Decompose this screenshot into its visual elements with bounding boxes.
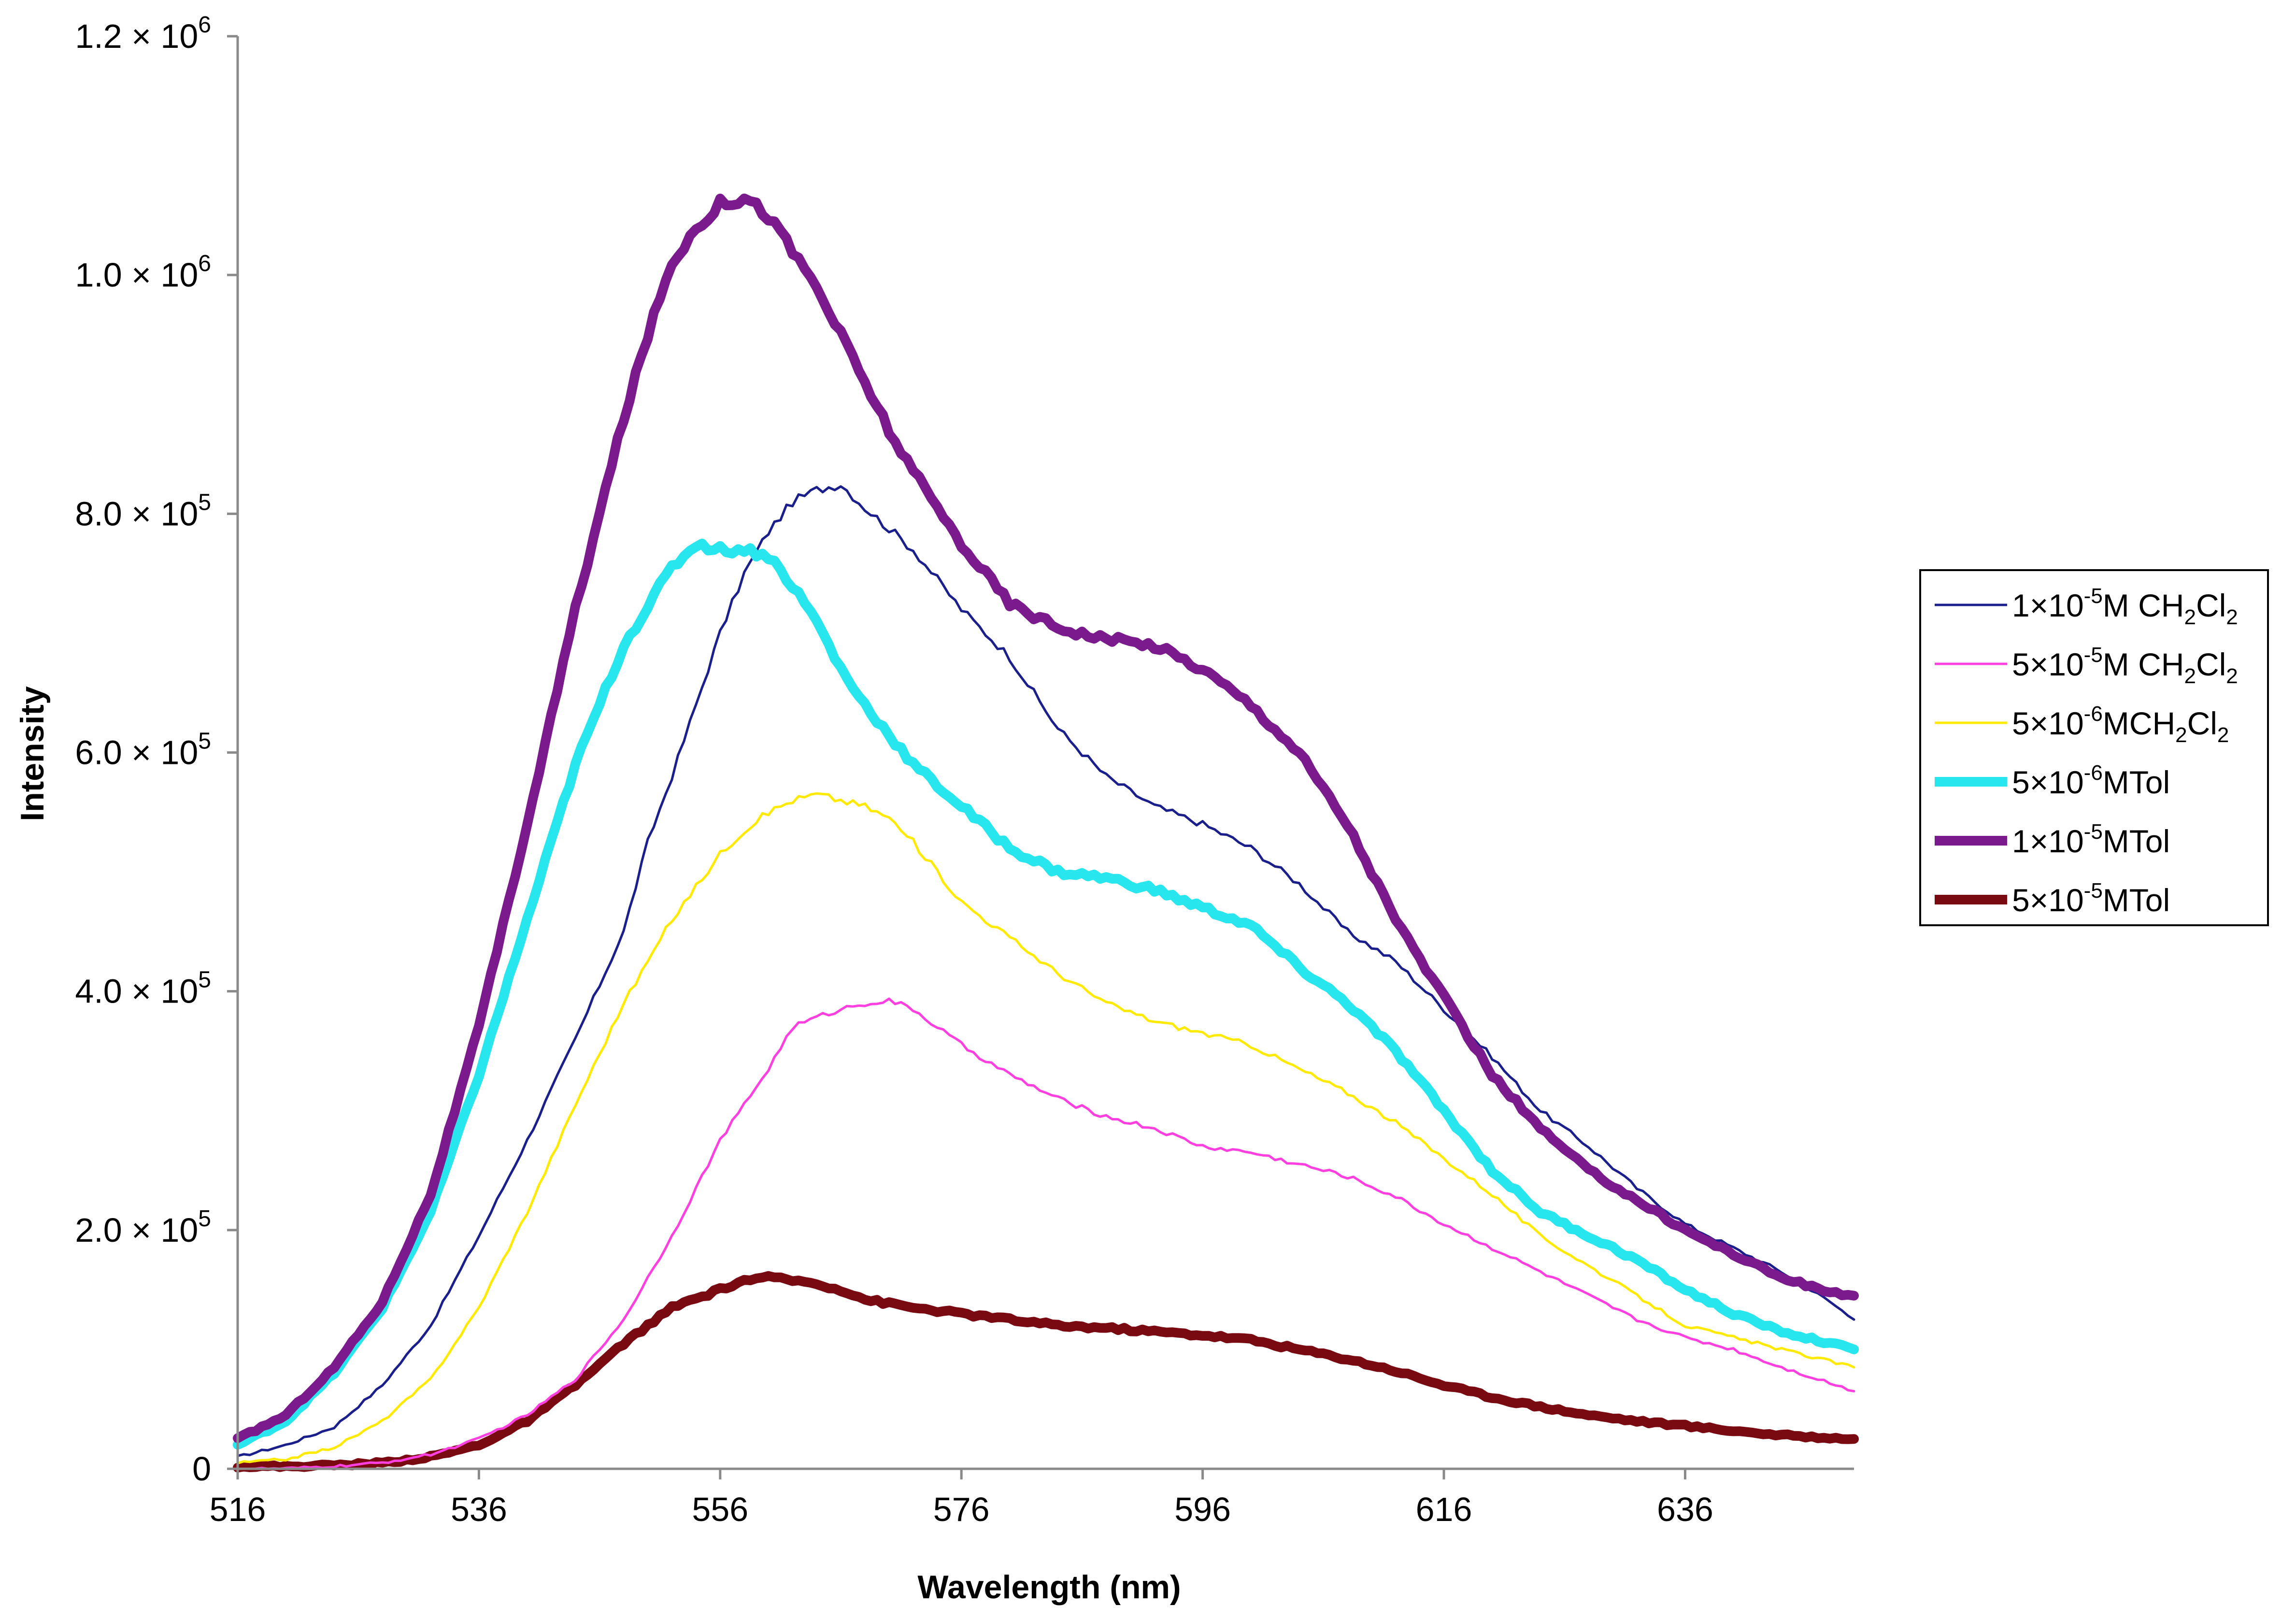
y-tick-label: 6.0 × 105 xyxy=(75,729,211,772)
y-tick-label-mantissa: 1.2 × 10 xyxy=(75,17,198,55)
legend-label-part: 5×10 xyxy=(2012,764,2084,800)
y-axis-title: Intensity xyxy=(14,686,51,821)
x-tick-label: 516 xyxy=(210,1491,266,1528)
x-tick-label: 576 xyxy=(933,1491,990,1528)
legend-label-part: MTol xyxy=(2103,882,2170,918)
legend-label-part: -5 xyxy=(2084,584,2103,608)
x-tick-label: 556 xyxy=(692,1491,748,1528)
y-tick-label: 0 xyxy=(192,1450,211,1488)
y-tick-label-mantissa: 2.0 × 10 xyxy=(75,1211,198,1249)
series-line xyxy=(236,485,1855,1457)
legend-label: 5×10-5MTol xyxy=(2012,879,2170,918)
y-tick-label-mantissa: 0 xyxy=(192,1450,211,1488)
legend-label-part: M CH xyxy=(2103,588,2184,623)
series-line xyxy=(233,193,1859,1443)
legend-label: 5×10-5M CH2Cl2 xyxy=(2012,643,2238,688)
series-layer xyxy=(233,193,1859,1473)
y-tick-label-exponent: 6 xyxy=(198,12,211,38)
legend-label-part: Cl xyxy=(2196,588,2226,623)
legend-label-part: -5 xyxy=(2084,820,2103,844)
legend-label-part: 2 xyxy=(2184,664,2196,688)
y-tick-label-mantissa: 4.0 × 10 xyxy=(75,973,198,1010)
x-tick-label: 636 xyxy=(1657,1491,1713,1528)
legend-label-part: 2 xyxy=(2175,723,2187,747)
legend-label-part: -6 xyxy=(2084,761,2103,785)
x-axis-title: Wavelength (nm) xyxy=(917,1569,1181,1606)
legend-label-part: 2 xyxy=(2217,723,2229,747)
legend-label-part: MCH xyxy=(2103,705,2175,741)
x-tick-label: 596 xyxy=(1174,1491,1231,1528)
legend-label-part: MTol xyxy=(2103,764,2170,800)
legend-label-part: MTol xyxy=(2103,823,2170,859)
legend-label-part: -5 xyxy=(2084,879,2103,903)
y-tick-label: 1.2 × 106 xyxy=(75,12,211,55)
y-tick-label-mantissa: 6.0 × 10 xyxy=(75,734,198,772)
legend-label-part: 2 xyxy=(2184,605,2196,629)
legend-label-part: -5 xyxy=(2084,643,2103,667)
y-tick-label-mantissa: 1.0 × 10 xyxy=(75,256,198,294)
legend-label-part: 2 xyxy=(2226,664,2238,688)
legend-label-part: -6 xyxy=(2084,702,2103,726)
series-line xyxy=(233,1271,1859,1473)
y-tick-label-exponent: 5 xyxy=(198,729,211,754)
legend-label-part: 2 xyxy=(2226,605,2238,629)
series-line xyxy=(236,997,1855,1470)
y-tick-label: 2.0 × 105 xyxy=(75,1206,211,1249)
y-tick-label-exponent: 5 xyxy=(198,1206,211,1232)
series-line xyxy=(236,792,1855,1464)
legend-label-part: 1×10 xyxy=(2012,823,2084,859)
legend-label: 5×10-6MCH2Cl2 xyxy=(2012,702,2229,747)
y-tick-label: 4.0 × 105 xyxy=(75,967,211,1010)
legend-label: 5×10-6MTol xyxy=(2012,761,2170,800)
y-tick-label-exponent: 5 xyxy=(198,489,211,515)
x-tick-label: 536 xyxy=(451,1491,507,1528)
y-tick-label: 1.0 × 106 xyxy=(75,251,211,294)
legend-label-part: 5×10 xyxy=(2012,882,2084,918)
legend-label: 1×10-5M CH2Cl2 xyxy=(2012,584,2238,629)
legend-label: 1×10-5MTol xyxy=(2012,820,2170,859)
legend-label-part: 1×10 xyxy=(2012,588,2084,623)
legend-label-part: 5×10 xyxy=(2012,646,2084,682)
series-line xyxy=(233,538,1859,1450)
legend-label-part: M CH xyxy=(2103,646,2184,682)
y-tick-label-mantissa: 8.0 × 10 xyxy=(75,495,198,532)
x-tick-label: 616 xyxy=(1416,1491,1472,1528)
legend-label-part: 5×10 xyxy=(2012,705,2084,741)
legend-label-part: Cl xyxy=(2187,705,2217,741)
legend-box xyxy=(1919,569,2269,926)
legend-label-part: Cl xyxy=(2196,646,2226,682)
y-tick-label-exponent: 5 xyxy=(198,967,211,993)
y-tick-label-exponent: 6 xyxy=(198,251,211,276)
y-tick-label: 8.0 × 105 xyxy=(75,489,211,532)
